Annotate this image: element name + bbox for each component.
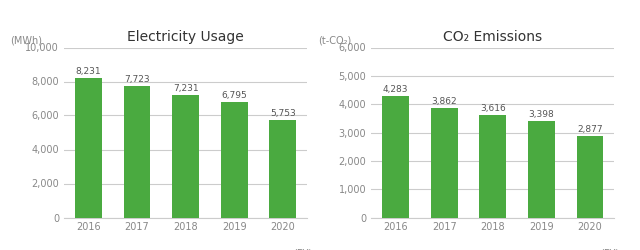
Bar — [382, 96, 409, 218]
Text: (t-CO₂): (t-CO₂) — [317, 36, 351, 46]
Text: 5,753: 5,753 — [270, 109, 296, 118]
Text: 2,877: 2,877 — [577, 125, 603, 134]
Text: 3,862: 3,862 — [431, 97, 457, 106]
Bar — [269, 120, 296, 218]
Text: (FY): (FY) — [293, 248, 312, 250]
Text: 3,398: 3,398 — [529, 110, 554, 119]
Text: 8,231: 8,231 — [76, 66, 101, 76]
Bar — [124, 86, 150, 218]
Bar — [431, 108, 458, 218]
Bar — [172, 94, 199, 218]
Title: CO₂ Emissions: CO₂ Emissions — [444, 30, 542, 44]
Text: 6,795: 6,795 — [221, 91, 247, 100]
Bar — [221, 102, 248, 218]
Text: 3,616: 3,616 — [480, 104, 506, 113]
Bar — [577, 136, 604, 218]
Bar — [528, 121, 555, 218]
Bar — [479, 115, 506, 218]
Title: Electricity Usage: Electricity Usage — [127, 30, 244, 44]
Text: 7,231: 7,231 — [173, 84, 198, 92]
Text: 7,723: 7,723 — [124, 75, 150, 84]
Text: 4,283: 4,283 — [383, 85, 408, 94]
Text: (MWh): (MWh) — [10, 36, 42, 46]
Bar — [75, 78, 102, 218]
Text: (FY): (FY) — [600, 248, 620, 250]
